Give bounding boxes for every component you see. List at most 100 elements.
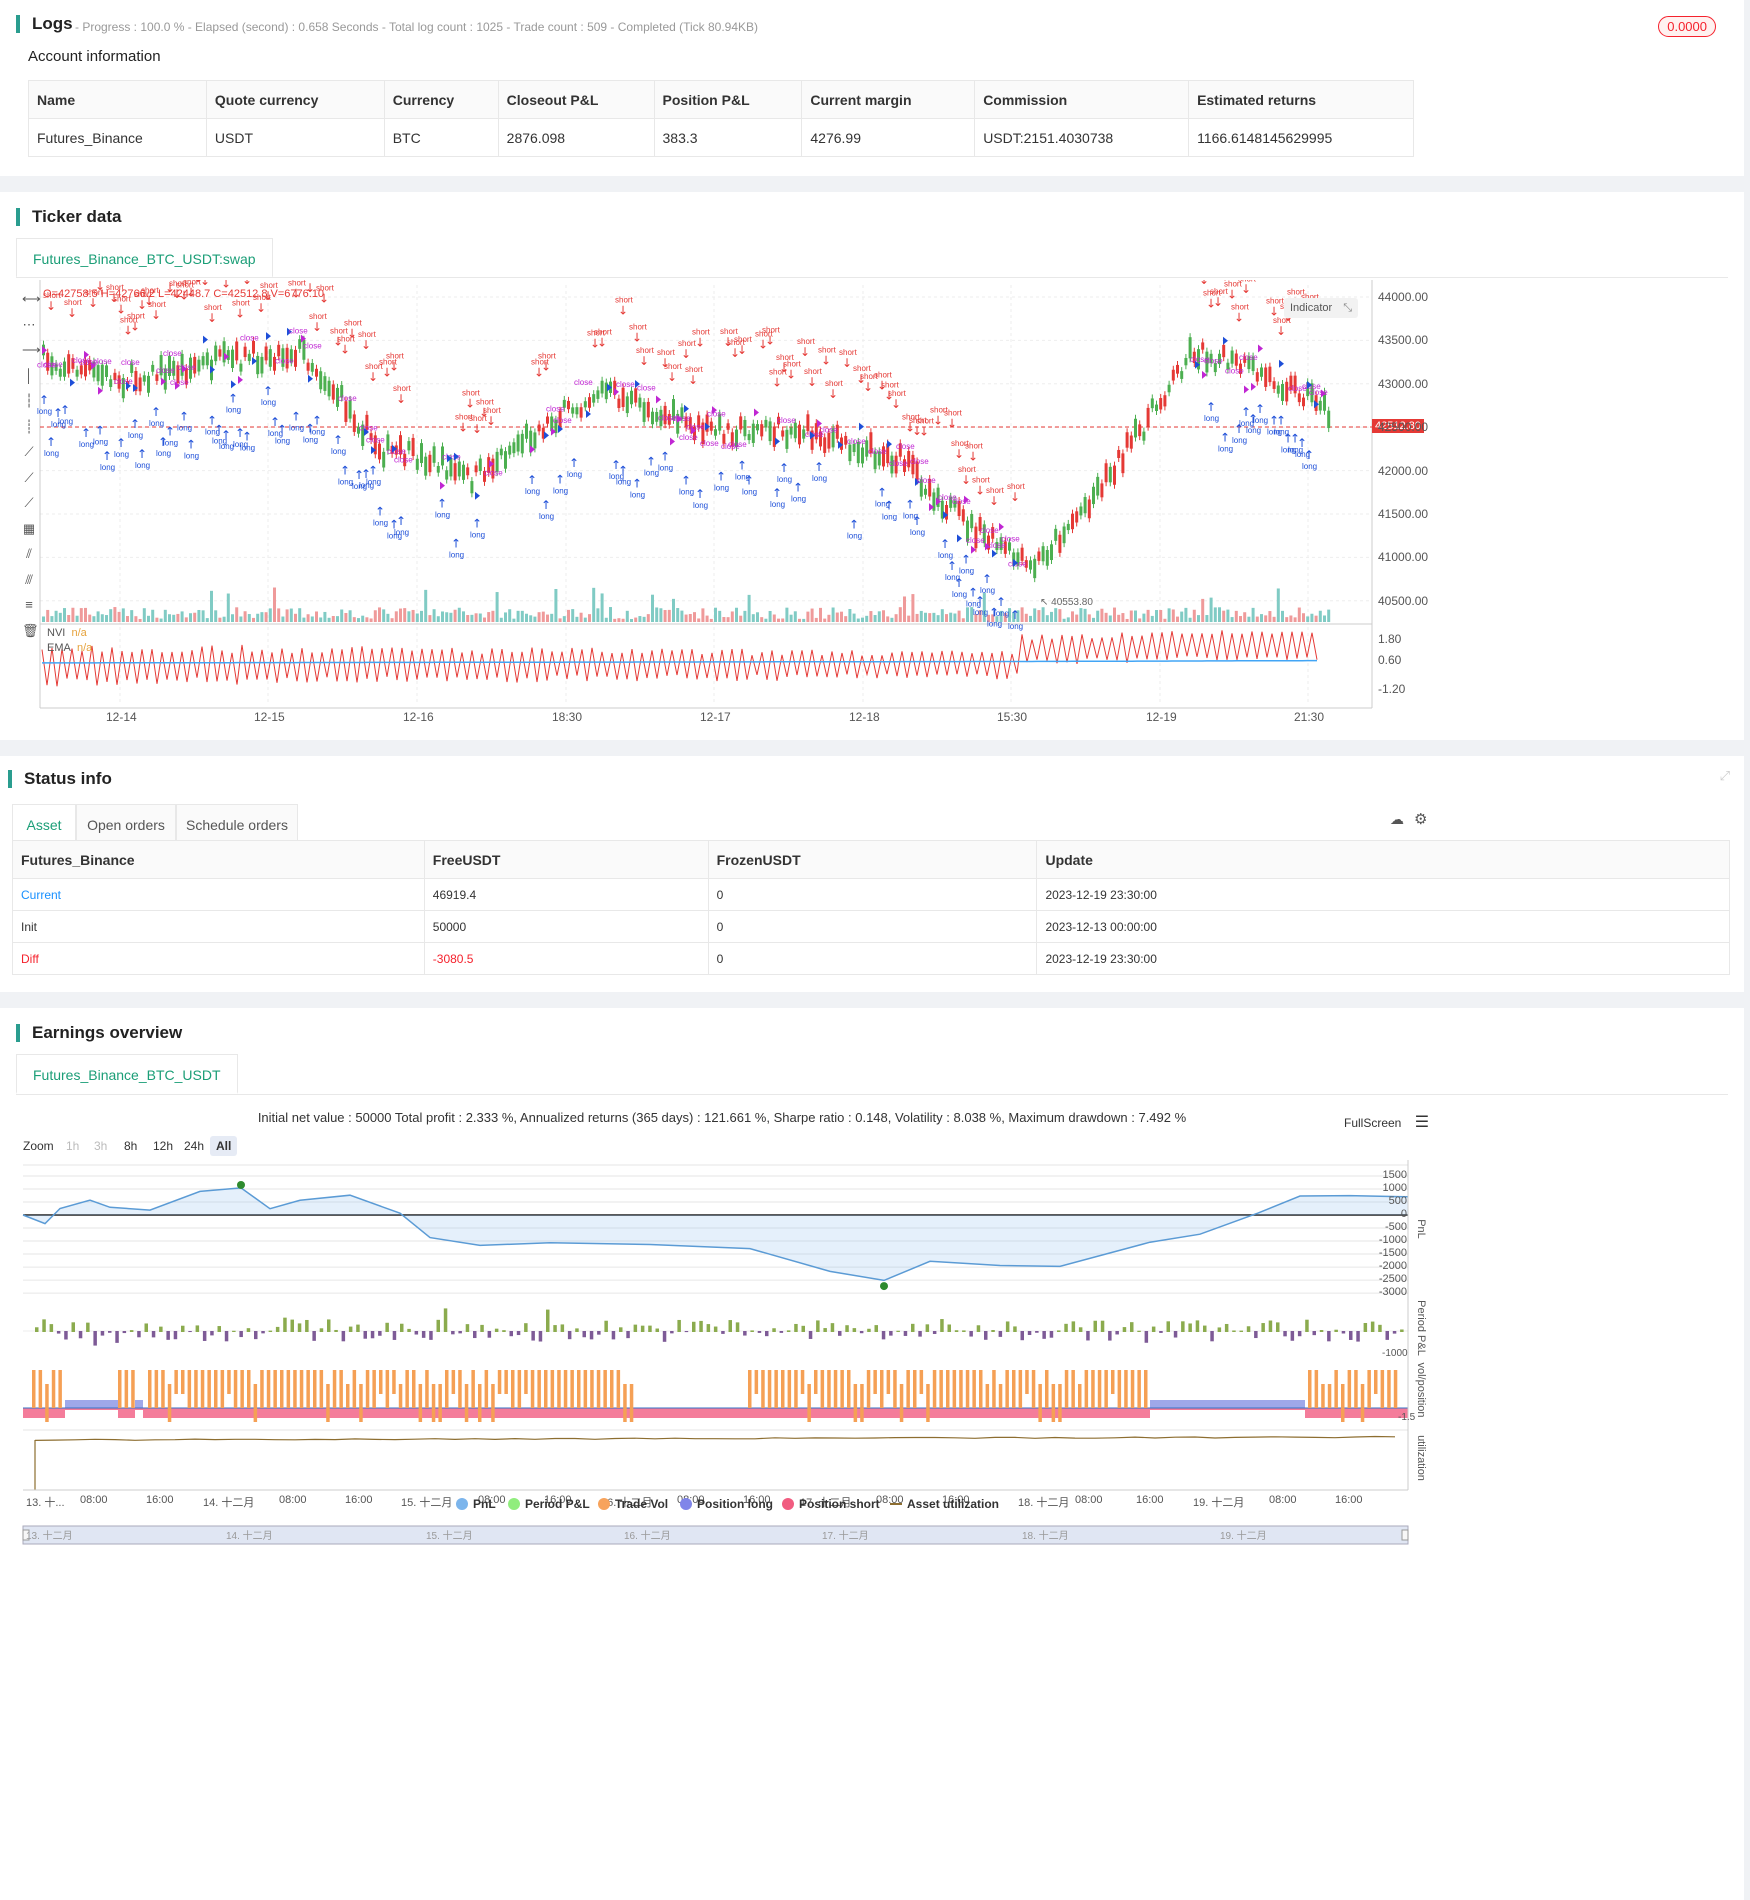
settings-icon[interactable]: ⚙ [1414,811,1428,828]
candle-body [1264,367,1268,387]
short-arrow: ↓ [632,330,642,344]
asset-cell: Diff [12,942,425,975]
zoom-12h[interactable]: 12h [153,1139,174,1153]
earnings-tab-divider [16,1094,1728,1095]
candle-body [621,387,625,408]
tab-open-orders[interactable]: Open orders [76,804,176,844]
legend-period-p-l[interactable]: Period P&L [508,1497,590,1511]
navigator-right-handle[interactable] [1401,1529,1409,1541]
period-pnl-bar [327,1319,331,1332]
range-navigator[interactable]: 13. 十二月 14. 十二月 15. 十二月 16. 十二月 17. 十二月 18. 十… [0,1524,1444,1546]
long-arrow: ↑ [179,409,189,423]
candle-body [1075,511,1079,523]
tab-schedule-orders[interactable]: Schedule orders [176,804,298,844]
volume-bar [709,618,713,622]
volume-bar [987,614,990,622]
legend-position-short[interactable]: Position short [782,1497,880,1511]
legend-dot-icon [456,1498,468,1510]
fib-levels-icon[interactable]: ≡ [25,597,33,612]
tab-ticker-symbol[interactable]: Futures_Binance_BTC_USDT:swap [16,238,273,278]
earnings-time-tick: 18. 十二月 [1018,1497,1070,1509]
vertical-line-icon[interactable]: │ [24,367,34,383]
volume-bar [583,617,587,622]
trade-vol-bar [959,1370,963,1408]
long-label: long [387,532,402,541]
legend-trade-vol[interactable]: Trade Vol [598,1497,668,1511]
vertical-ray-icon[interactable]: ┊ [25,418,33,434]
earnings-time-tick: 14. 十二月 [203,1497,255,1509]
trade-vol-bar [952,1370,957,1408]
price-range-icon[interactable]: ▦ [22,520,36,536]
menu-icon[interactable]: ☰ [1414,1114,1430,1131]
tab-asset[interactable]: Asset [12,804,76,844]
volume-bar [449,612,453,622]
candle-body [663,405,667,425]
long-arrow: ↑ [975,594,985,608]
volume-bar [512,618,516,622]
legend-asset-utilization[interactable]: Asset utilization [890,1497,999,1511]
parallel-channel-icon[interactable]: ⫽ [26,546,32,561]
fib-channel-icon[interactable]: ⫻ [25,571,33,587]
short-arrow: ↓ [458,421,468,435]
ray-line-icon[interactable]: ⟋ [24,469,34,485]
zoom-1h[interactable]: 1h [66,1139,80,1153]
candle-body [1041,546,1045,562]
arrow-line-icon[interactable]: ⟋ [24,495,34,510]
long-arrow: ↑ [954,576,964,590]
navigator-left-handle[interactable] [22,1529,30,1541]
long-arrow: ↑ [60,403,70,417]
long-arrow: ↑ [81,426,91,440]
trend-line-icon[interactable]: ⟋ [24,444,34,459]
candle-body [1016,552,1020,566]
short-label: short [462,389,481,398]
candle-body [474,465,478,473]
vertical-segment-icon[interactable]: ┆ [25,393,33,408]
legend-position-long[interactable]: Position long [680,1497,773,1511]
candle-body [819,431,822,447]
legend-pnl[interactable]: PnL [456,1497,496,1511]
signal-triangle [586,410,591,419]
indicator-button[interactable]: Indicator ⤡ [1284,298,1358,318]
zoom-8h[interactable]: 8h [124,1139,138,1153]
candle-body [617,398,621,409]
collapse-icon[interactable]: ⤡ [1343,302,1352,314]
pnl-tick: -500 [1384,1221,1407,1234]
volume-bar [621,618,625,622]
close-label: close [917,476,936,485]
expand-icon[interactable]: ⤢ [1719,768,1730,783]
candlestick-chart[interactable]: short↓↑longcloseshort↓↑longclose↑long↑lo… [0,280,1440,720]
trade-vol-bar [227,1370,231,1394]
volume-bar [781,618,785,622]
volume-bar [869,611,873,622]
earnings-chart[interactable] [0,1160,1444,1560]
period-pnl-bar [421,1331,426,1338]
zoom-All[interactable]: All [210,1136,238,1156]
period-pnl-bar [1005,1321,1010,1332]
navigator-tick: 17. 十二月 [822,1529,869,1542]
short-arrow: ↓ [207,311,217,325]
candle-body [831,428,835,448]
period-pnl-bar [392,1331,397,1340]
trade-vol-bar [1387,1370,1391,1408]
horizontal-ray-icon[interactable]: ⋯ [22,316,36,332]
extended-line-icon[interactable]: ⟶ [22,342,41,357]
volume-bar [856,618,860,622]
signal-triangle [614,387,619,396]
horizontal-line-icon[interactable]: ⟷ [22,291,41,306]
zoom-24h[interactable]: 24h [184,1139,205,1153]
zoom-3h[interactable]: 3h [94,1139,108,1153]
volume-bar [1037,610,1041,622]
candle-body [709,421,713,431]
fullscreen-button[interactable]: FullScreen ☰ [1344,1112,1429,1132]
tab-earnings-symbol[interactable]: Futures_Binance_BTC_USDT [16,1054,238,1094]
short-label: short [1238,280,1257,283]
signal-triangle [943,511,948,520]
short-label: short [916,417,935,426]
position-gap [65,1410,118,1418]
cloud-download-icon[interactable]: ☁ [1390,811,1404,827]
trash-icon[interactable]: 🗑 [22,622,39,638]
asset-cell[interactable]: Current [12,878,425,911]
candle-body [1239,363,1242,374]
trade-vol-bar [214,1370,218,1408]
trade-vol-bar [1341,1384,1345,1422]
